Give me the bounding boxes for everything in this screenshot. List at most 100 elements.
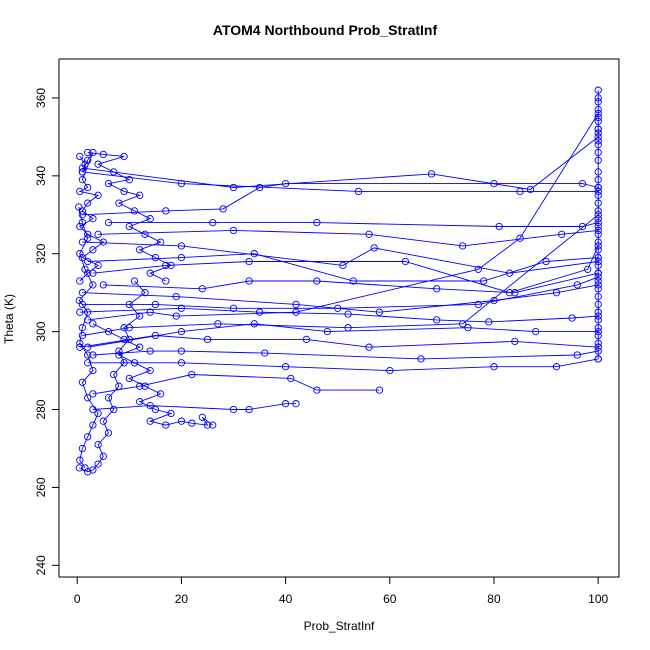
data-point	[84, 433, 92, 441]
data-series	[78, 179, 602, 219]
data-series	[89, 370, 384, 398]
data-point	[433, 316, 441, 324]
y-axis: 240 260 280 300 320 340 360	[34, 88, 60, 575]
series-line	[87, 358, 599, 372]
data-point	[89, 269, 97, 277]
data-point	[76, 222, 84, 231]
data-point	[532, 327, 540, 336]
data-series	[78, 238, 602, 277]
data-point	[75, 203, 83, 211]
data-point	[594, 129, 602, 137]
data-point	[151, 253, 160, 262]
data-point	[209, 421, 217, 429]
data-point	[198, 413, 206, 421]
data-point	[177, 242, 186, 250]
data-point	[156, 390, 165, 398]
data-point	[594, 215, 602, 223]
data-point	[573, 281, 581, 289]
data-point	[349, 277, 357, 285]
x-axis-label: Prob_StratInf	[304, 619, 375, 633]
y-tick-label: 260	[34, 477, 48, 497]
data-point	[386, 366, 394, 375]
data-point	[292, 400, 300, 408]
data-series	[89, 400, 300, 414]
data-point	[94, 230, 102, 238]
data-point	[167, 409, 175, 418]
data-point	[110, 405, 118, 414]
data-point	[125, 222, 133, 231]
data-point	[526, 185, 535, 194]
x-tick-label: 0	[74, 592, 81, 606]
data-point	[84, 359, 92, 367]
data-series	[78, 211, 602, 340]
data-point	[505, 269, 514, 277]
data-point	[245, 405, 253, 414]
data-point	[323, 327, 331, 336]
data-point	[594, 316, 602, 324]
data-point	[339, 261, 347, 270]
y-axis-label: Theta (K)	[2, 294, 16, 344]
data-point	[552, 289, 561, 297]
x-tick-label: 20	[175, 592, 189, 606]
data-point	[287, 374, 295, 383]
data-point	[594, 117, 602, 125]
data-point	[89, 390, 97, 398]
data-point	[370, 244, 378, 252]
data-point	[104, 394, 113, 402]
data-point	[146, 401, 154, 410]
y-tick-label: 240	[34, 555, 48, 575]
data-point	[130, 277, 139, 285]
data-point	[146, 215, 154, 223]
data-point	[78, 218, 87, 227]
data-point	[594, 285, 602, 293]
data-point	[594, 86, 602, 94]
data-point	[594, 277, 602, 285]
data-point	[146, 308, 154, 316]
data-point	[125, 176, 133, 184]
data-point	[594, 269, 602, 277]
series-line	[92, 403, 296, 410]
data-point	[84, 257, 92, 266]
y-tick-label: 360	[34, 88, 48, 108]
data-point	[578, 179, 587, 188]
y-tick-label: 280	[34, 399, 48, 419]
data-point	[162, 207, 170, 215]
data-point	[375, 386, 384, 394]
x-tick-label: 40	[279, 592, 293, 606]
data-point	[177, 359, 186, 367]
data-point	[141, 289, 149, 297]
data-point	[94, 460, 102, 468]
data-point	[104, 179, 113, 188]
data-point	[313, 277, 321, 285]
data-point	[511, 337, 519, 346]
data-point	[401, 257, 410, 266]
data-point	[78, 176, 87, 184]
data-point	[78, 238, 87, 246]
data-point	[99, 150, 107, 159]
data-point	[594, 339, 602, 347]
data-point	[89, 246, 97, 254]
data-series	[104, 218, 602, 231]
data-point	[146, 269, 154, 277]
data-point	[89, 351, 97, 359]
data-point	[76, 187, 84, 196]
data-series	[84, 109, 602, 324]
data-point	[594, 308, 602, 316]
data-point	[99, 238, 107, 246]
data-point	[250, 320, 258, 328]
data-point	[84, 156, 92, 164]
data-series	[94, 226, 602, 250]
data-point	[76, 456, 84, 464]
data-point	[594, 191, 602, 199]
data-point	[89, 281, 97, 289]
y-tick-label: 320	[34, 243, 48, 263]
plot-frame	[58, 58, 620, 578]
data-point	[94, 409, 102, 418]
data-point	[365, 230, 373, 238]
data-point	[76, 308, 84, 316]
data-point	[479, 277, 488, 285]
data-point	[209, 218, 217, 227]
data-point	[261, 349, 269, 357]
data-point	[250, 250, 258, 258]
data-point	[594, 222, 602, 231]
